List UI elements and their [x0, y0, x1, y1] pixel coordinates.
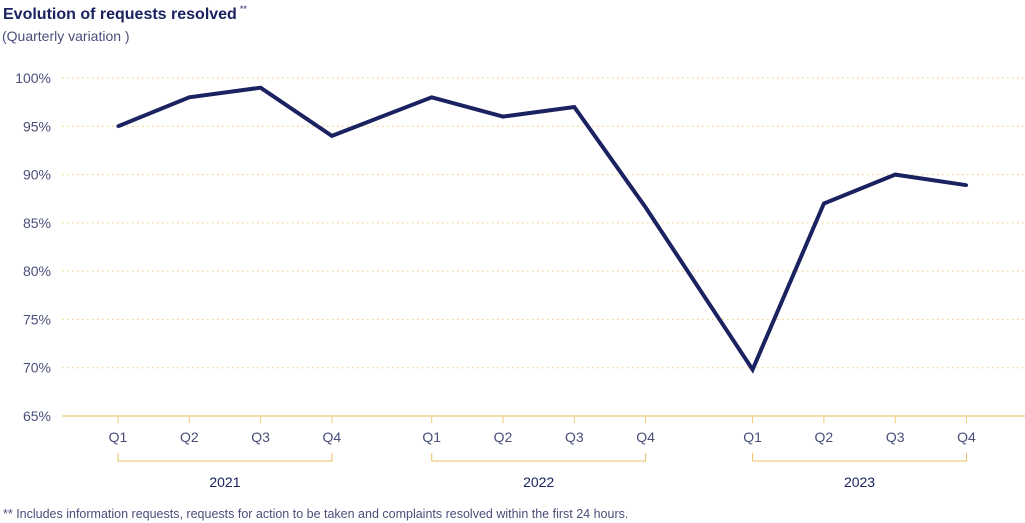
x-axis-ticks: Q1 Q2 Q3 Q4 Q1 Q2 Q3 Q4 Q1 Q2 Q3 Q4 [109, 416, 976, 445]
data-point [644, 205, 648, 210]
y-axis-ticks: 100% 95% 90% 85% 80% 75% 70% 65% [15, 70, 51, 424]
series-line [117, 85, 967, 374]
x-tick-label: Q1 [422, 429, 441, 445]
series-lines [116, 85, 969, 374]
data-point [430, 95, 434, 99]
chart-subtitle: (Quarterly variation ) [2, 28, 130, 44]
y-tick-label: 70% [23, 360, 51, 376]
x-tick-label: Q2 [494, 429, 513, 445]
x-tick-label: Q3 [886, 429, 905, 445]
x-tick-label: Q2 [180, 429, 199, 445]
gridlines [62, 77, 1025, 417]
data-point [330, 134, 334, 138]
y-tick-label: 65% [23, 408, 51, 424]
year-bracket [431, 453, 647, 462]
year-label: 2021 [209, 474, 240, 490]
year-brackets: 2021 2022 2023 [117, 453, 967, 490]
x-tick-label: Q2 [815, 429, 834, 445]
data-point [750, 368, 755, 372]
x-tick-label: Q4 [636, 429, 655, 445]
data-point [116, 124, 120, 128]
x-tick-label: Q1 [743, 429, 762, 445]
y-tick-label: 80% [23, 263, 51, 279]
data-point [259, 86, 263, 90]
year-bracket [117, 453, 333, 462]
x-tick-label: Q3 [251, 429, 270, 445]
x-tick-label: Q4 [323, 429, 342, 445]
year-label: 2023 [844, 474, 875, 490]
title-footnote-marker: ** [239, 4, 247, 14]
data-point [822, 201, 826, 206]
data-point [501, 115, 505, 119]
data-point [572, 105, 576, 109]
chart-footnote: ** Includes information requests, reques… [3, 507, 629, 521]
y-tick-label: 85% [23, 215, 51, 231]
year-label: 2022 [523, 474, 554, 490]
y-tick-label: 75% [23, 311, 51, 327]
chart-title: Evolution of requests resolved ** [3, 4, 247, 23]
y-tick-label: 90% [23, 167, 51, 183]
y-tick-label: 100% [15, 70, 51, 86]
data-point [893, 172, 897, 177]
y-tick-label: 95% [23, 118, 51, 134]
x-tick-label: Q1 [109, 429, 128, 445]
x-tick-label: Q4 [957, 429, 976, 445]
x-tick-label: Q3 [565, 429, 584, 445]
year-bracket [752, 453, 967, 462]
data-point [964, 183, 969, 187]
data-point [187, 95, 191, 99]
line-chart: 100% 95% 90% 85% 80% 75% 70% 65% Q1 Q2 Q3 Q4 Q1 Q2 Q3… [15, 70, 1025, 490]
